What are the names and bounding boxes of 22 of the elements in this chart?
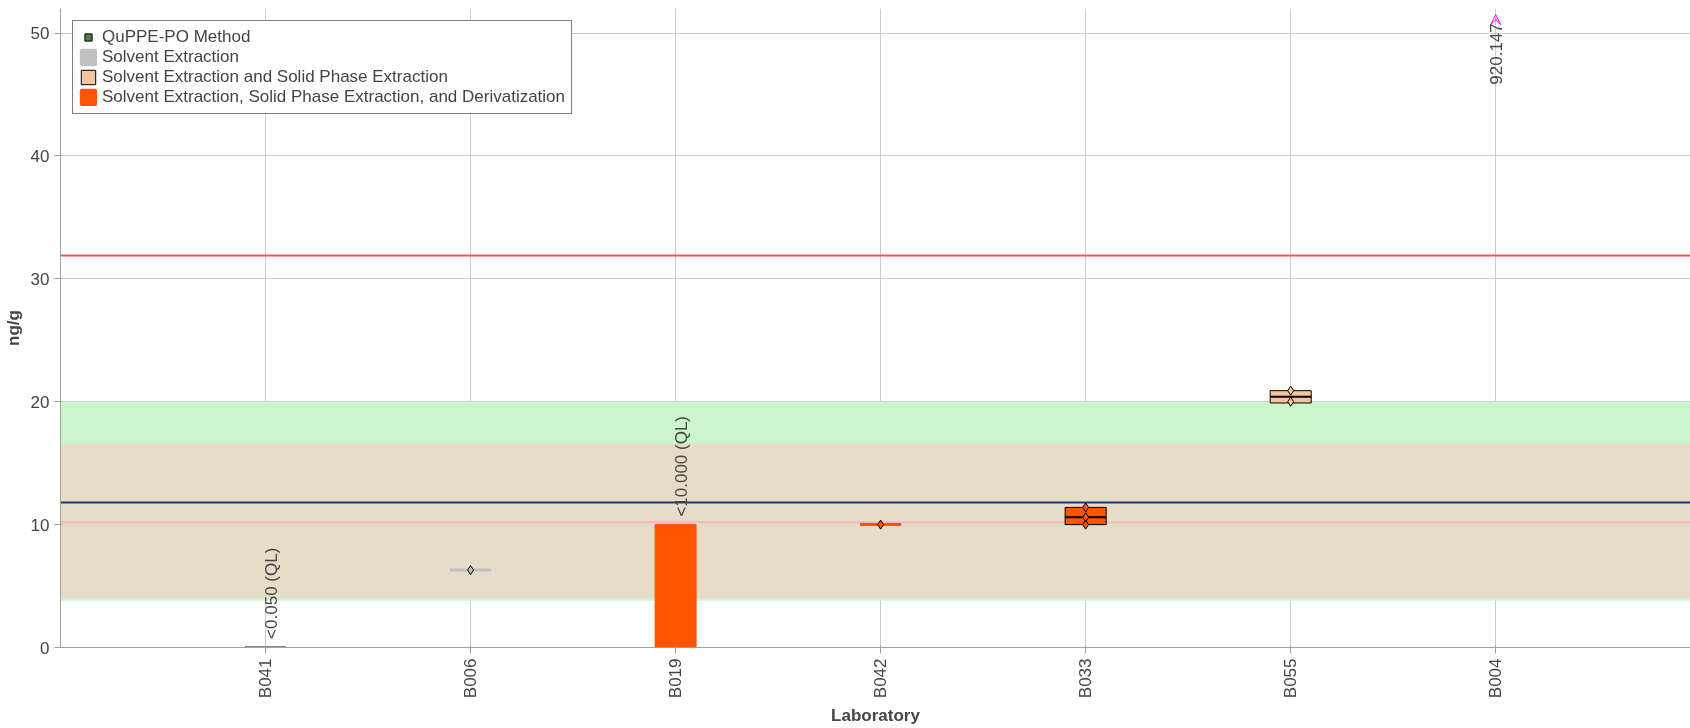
x-tick-label: B033 bbox=[1076, 658, 1096, 699]
y-tick-label: 0 bbox=[40, 638, 50, 658]
x-tick-label: B019 bbox=[666, 658, 686, 699]
x-tick-label: B041 bbox=[256, 658, 276, 699]
annotation: 920.147 bbox=[1486, 23, 1506, 85]
x-tick-label: B055 bbox=[1281, 658, 1301, 699]
x-axis-title: Laboratory bbox=[831, 706, 921, 726]
y-tick-label: 40 bbox=[30, 146, 50, 166]
y-axis-title: ng/g bbox=[3, 310, 23, 346]
data-label: <10.000 (QL) bbox=[672, 415, 692, 517]
legend-label: Solvent Extraction and Solid Phase Extraction bbox=[102, 67, 448, 87]
x-tick-label: B004 bbox=[1486, 658, 1506, 699]
x-tick-label: B006 bbox=[461, 658, 481, 699]
y-tick-label: 20 bbox=[30, 392, 50, 412]
y-tick-label: 10 bbox=[30, 515, 50, 535]
x-tick-label: B042 bbox=[871, 658, 891, 699]
legend-label: Solvent Extraction bbox=[102, 47, 240, 67]
y-tick-label: 50 bbox=[30, 24, 50, 44]
legend-label: QuPPE-PO Method bbox=[102, 27, 251, 47]
y-tick-label: 30 bbox=[30, 269, 50, 289]
data-label: <0.050 (QL) bbox=[262, 547, 282, 639]
legend-label: Solvent Extraction, Solid Phase Extraction, and Derivatization bbox=[102, 87, 566, 107]
